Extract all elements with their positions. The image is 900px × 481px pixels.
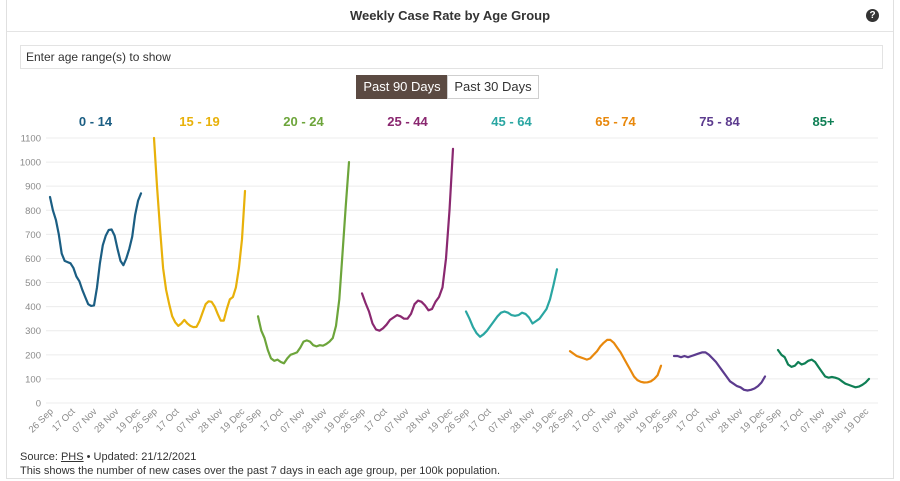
y-tick-label: 600 <box>25 254 41 265</box>
y-tick-label: 200 <box>25 350 41 361</box>
y-tick-label: 1100 <box>21 134 41 145</box>
source-line: Source: PHS • Updated: 21/12/2021 <box>20 451 196 463</box>
y-tick-label: 400 <box>25 302 41 313</box>
chart-title: Weekly Case Rate by Age Group <box>349 8 551 23</box>
y-tick-label: 0 <box>36 399 41 410</box>
panel-title: 45 - 64 <box>491 114 532 129</box>
series-line <box>256 160 351 365</box>
series-line <box>48 192 143 307</box>
panel-title: 15 - 19 <box>179 114 219 129</box>
updated-text: • Updated: 21/12/2021 <box>83 451 197 463</box>
question-circle-icon[interactable]: ? <box>866 9 879 22</box>
title-divider <box>7 31 893 32</box>
age-range-filter-input[interactable] <box>20 45 883 69</box>
series-line <box>568 338 663 384</box>
chart-note: This shows the number of new cases over … <box>20 465 501 477</box>
panel-title: 75 - 84 <box>699 114 740 129</box>
y-tick-label: 800 <box>25 206 41 217</box>
chart-card <box>6 0 894 479</box>
source-prefix: Source: <box>20 451 61 463</box>
x-tick-label: 19 Dec <box>842 406 871 435</box>
y-tick-label: 1000 <box>20 158 41 169</box>
series-line <box>464 268 559 338</box>
past-30-days-button[interactable]: Past 30 Days <box>447 75 539 99</box>
series-line <box>776 348 871 389</box>
source-link[interactable]: PHS <box>60 451 84 463</box>
series-line <box>152 136 247 329</box>
y-tick-label: 300 <box>25 326 41 337</box>
series-line <box>672 351 767 392</box>
past-90-days-button[interactable]: Past 90 Days <box>356 75 448 99</box>
series-line <box>360 147 455 332</box>
panel-title: 20 - 24 <box>283 114 324 129</box>
y-tick-label: 100 <box>25 374 41 385</box>
panel-title: 85+ <box>812 114 834 129</box>
panel-title: 0 - 14 <box>79 114 113 129</box>
y-tick-label: 700 <box>25 230 41 241</box>
y-tick-label: 900 <box>25 182 41 193</box>
x-tick-label: 26 Sep <box>27 406 56 435</box>
panel-title: 25 - 44 <box>387 114 428 129</box>
small-multiples-chart: 0 100 200 300 400 500 600 700 800 900 1000 1100 0 - … <box>20 114 878 435</box>
y-tick-label: 500 <box>25 278 41 289</box>
panel-title: 65 - 74 <box>595 114 636 129</box>
